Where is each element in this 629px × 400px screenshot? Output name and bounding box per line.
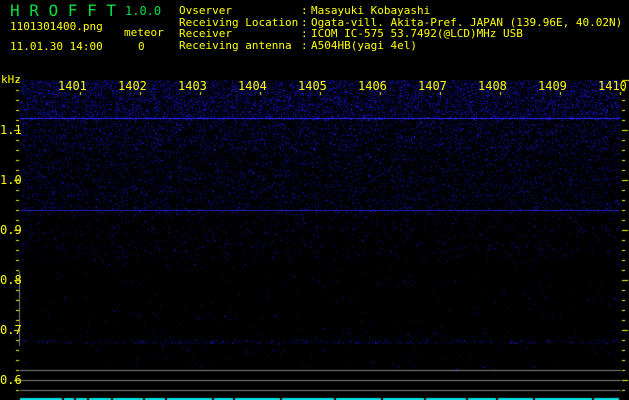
app-version: 1.0.0 (125, 4, 162, 18)
y-tick-label: 1.0 (0, 173, 22, 187)
x-tick-label: 1404 (238, 79, 267, 93)
meteor-label: meteor (124, 26, 164, 39)
y-tick-label: 0.6 (0, 373, 22, 387)
y-tick-label: 0.7 (0, 323, 22, 337)
file-name: 1101301400.png (10, 20, 103, 33)
x-tick-label: 1407 (418, 79, 447, 93)
y-tick-label: 0.9 (0, 223, 22, 237)
y-tick-label: 0.8 (0, 273, 22, 287)
info-value: ICOM IC-575 53.7492(@LCD)MHz USB (311, 27, 523, 41)
file-datetime: 11.01.30 14:00 (10, 40, 103, 53)
x-tick-label: 1406 (358, 79, 387, 93)
info-label: Receiving antenna (179, 39, 292, 53)
app-title: H R O F F T (10, 1, 116, 20)
info-label: Ovserver (179, 4, 232, 17)
x-tick-label: 1403 (178, 79, 207, 93)
y-axis-unit: kHz (1, 73, 21, 86)
meteor-count: 0 (138, 40, 145, 53)
info-label: Receiving Location (179, 15, 299, 29)
info-value: Ogata-vill. Akita-Pref. JAPAN (139.96E, … (311, 15, 623, 29)
x-tick-label: 1409 (538, 79, 567, 93)
y-tick-label: 1.1 (0, 123, 22, 137)
x-tick-label: 1405 (298, 79, 327, 93)
info-value: A504HB(yagi 4el) (311, 39, 417, 53)
x-tick-label: 1410 (598, 79, 627, 93)
x-tick-label: 1401 (58, 79, 87, 93)
x-tick-label: 1408 (478, 79, 507, 93)
info-colon: : (301, 27, 308, 41)
info-colon: : (301, 39, 308, 53)
info-label: Receiver (179, 27, 232, 41)
info-value: Masayuki Kobayashi (311, 4, 431, 17)
info-colon: : (301, 15, 308, 29)
x-tick-label: 1402 (118, 79, 147, 93)
info-colon: : (301, 4, 308, 17)
